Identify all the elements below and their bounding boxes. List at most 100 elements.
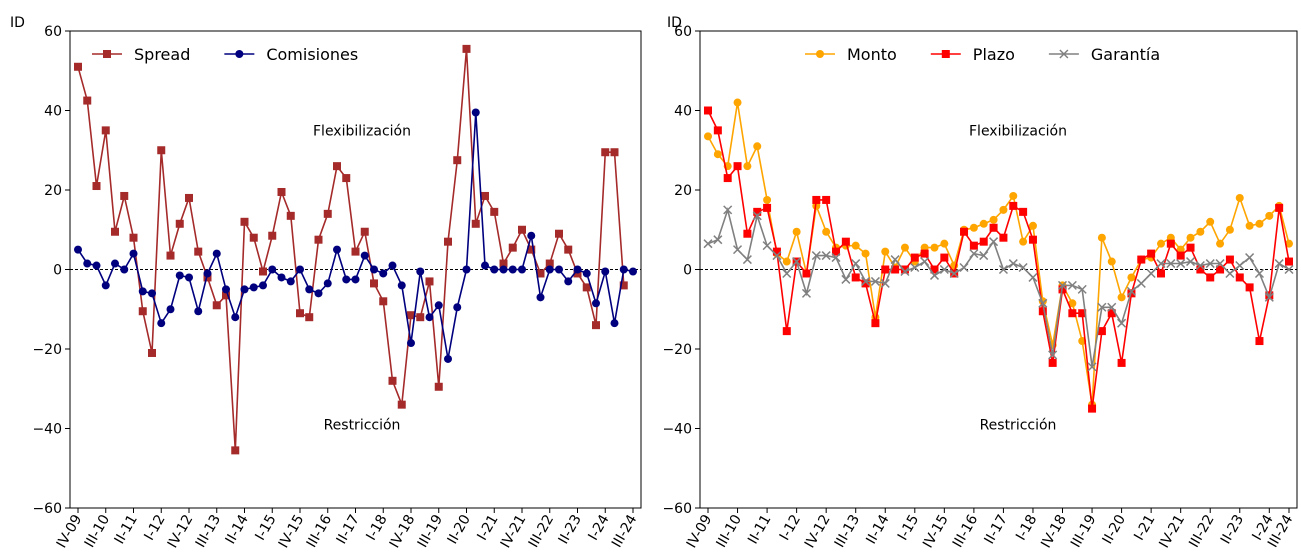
data-point [940,253,949,262]
data-point [959,262,969,273]
data-point [138,287,147,296]
data-point [277,273,286,282]
data-point [259,267,267,276]
data-point [939,264,949,275]
data-point [286,277,295,286]
data-point [841,237,850,246]
data-point [397,281,406,290]
data-point [752,211,762,221]
data-point [342,174,351,183]
data-point [166,305,175,314]
x-tick-label: IV-15 [276,512,308,551]
data-point [212,249,221,258]
data-point [453,303,462,312]
data-point [723,205,733,215]
data-point [1186,233,1195,242]
data-point [323,279,332,288]
legend-marker [941,50,950,58]
data-point [1225,225,1234,234]
data-point [555,229,563,238]
data-point [1235,260,1245,271]
y-tick-label: 20 [674,183,692,199]
legend-marker [103,50,111,58]
data-point [989,215,998,224]
data-point [212,301,221,310]
data-point [101,281,110,290]
data-point [742,255,752,265]
data-point [194,247,203,256]
data-point [1205,259,1215,269]
data-point [1176,251,1185,260]
data-point [619,265,628,274]
data-point [397,400,406,409]
data-point [490,207,499,216]
x-tick-label: III-24 [609,512,641,551]
x-tick-label: I-18 [1013,512,1040,543]
data-point [989,237,999,247]
x-tick-label: I-15 [895,512,922,543]
data-point [120,265,129,274]
data-point [929,270,940,280]
x-tick-label: I-24 [585,512,612,543]
data-point [1215,259,1225,269]
data-point [148,289,156,298]
data-point [83,96,92,105]
data-point [960,227,969,236]
data-point [286,211,295,220]
data-point [870,276,880,286]
data-point [920,257,930,267]
data-point [111,259,119,268]
x-tick-label: I-21 [474,512,501,543]
legend: Spread Comisiones [92,45,358,64]
y-tick-label: −60 [32,501,62,517]
data-point [753,142,762,151]
x-tick-label: I-21 [1131,512,1158,543]
y-tick-label: 0 [683,263,692,279]
data-point [268,231,277,240]
data-point [999,233,1008,242]
data-point [610,148,619,157]
data-point [1225,255,1234,264]
x-tick-label: II-11 [112,512,141,547]
data-point [1048,350,1058,360]
data-point [601,267,610,276]
data-point [138,307,147,316]
legend-label: Garantía [1091,45,1160,64]
data-point [1028,272,1038,282]
data-point [1206,273,1215,282]
y-tick-label: −40 [32,422,62,438]
data-point [831,253,841,263]
annotation-flexibilizacion: Flexibilización [969,123,1067,139]
data-point [434,382,443,391]
data-point [812,195,821,204]
x-tick-label: II-20 [445,512,474,547]
data-point [425,313,434,322]
data-point [629,267,637,276]
legend-label: Spread [134,45,190,64]
data-point [564,245,573,254]
data-point [462,44,471,53]
data-point [434,301,443,310]
data-point [601,148,610,157]
data-point [536,269,545,278]
data-point [444,237,452,246]
data-point [175,271,184,280]
legend-item: Comisiones [224,45,358,64]
x-tick-label: IV-21 [498,512,530,551]
x-tick-label: IV-09 [684,512,716,551]
data-point [851,273,860,282]
data-point [499,265,508,274]
data-point [880,278,890,288]
x-tick-label: II-17 [334,512,363,547]
data-point [900,243,909,252]
x-tick-label: III-13 [832,512,863,551]
data-point [1156,269,1165,278]
data-point [573,265,582,274]
data-point [1147,249,1156,258]
data-point [527,231,536,240]
data-point [979,251,989,261]
data-point [471,108,480,117]
x-tick-label: IV-12 [802,512,834,551]
data-point [166,251,175,260]
